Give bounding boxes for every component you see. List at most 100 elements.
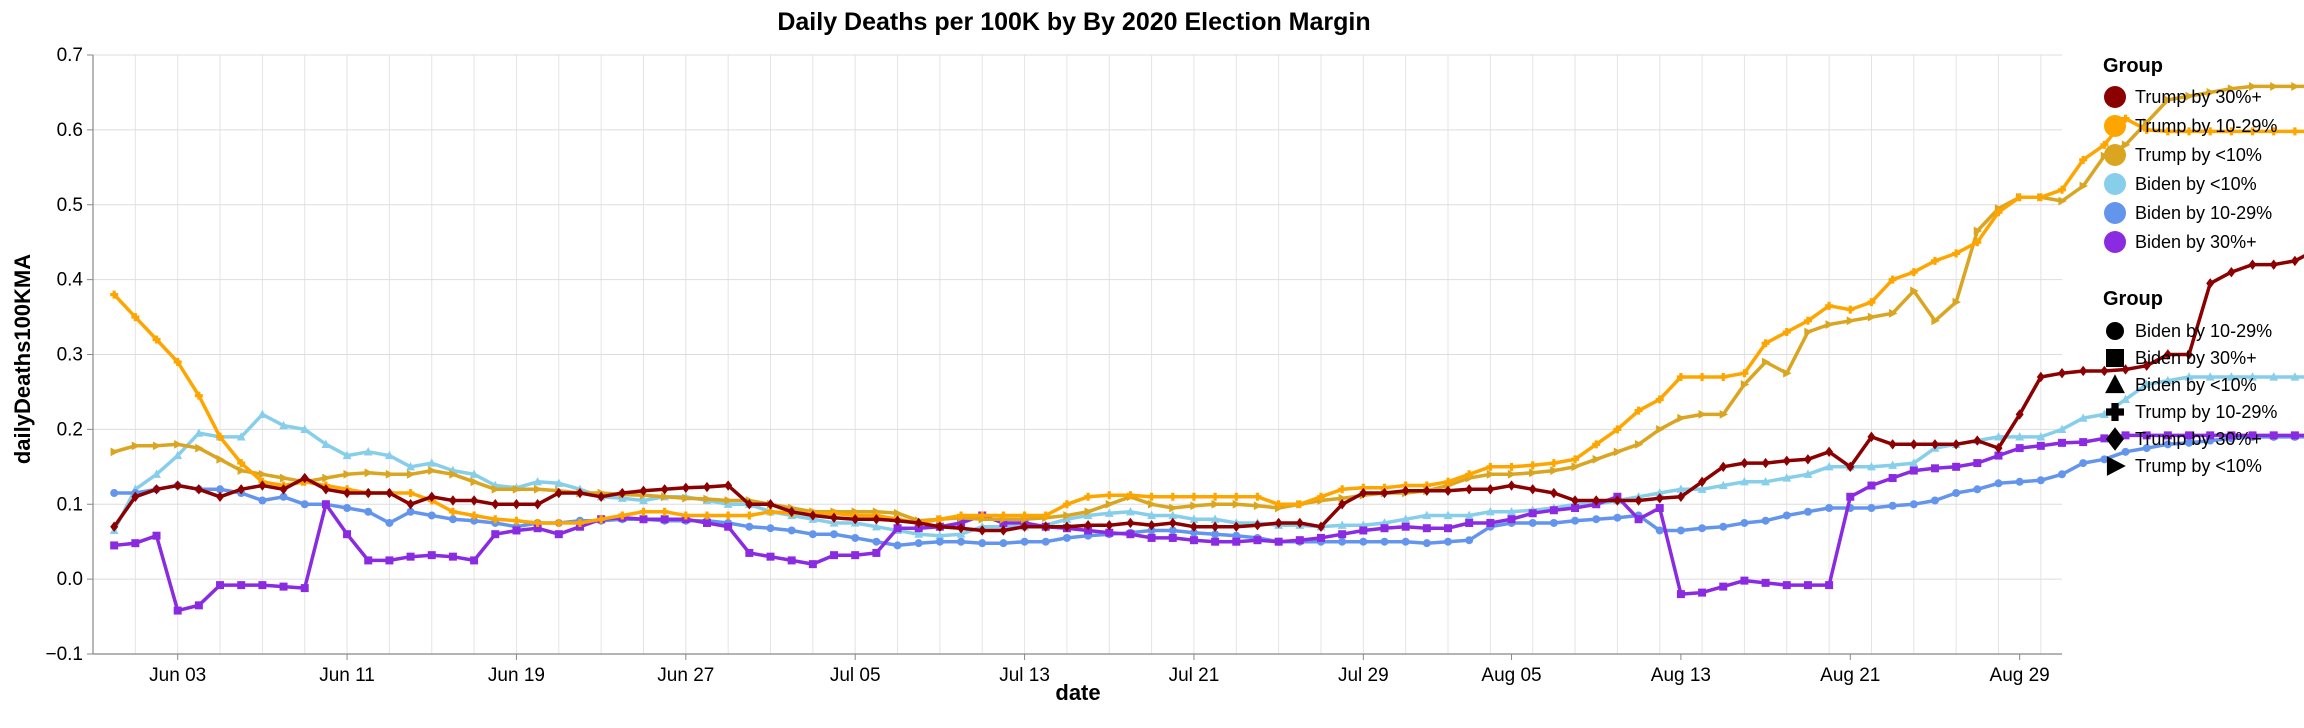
data-point bbox=[1592, 454, 1602, 464]
data-point bbox=[1444, 485, 1453, 496]
data-point bbox=[1105, 528, 1114, 537]
data-point bbox=[448, 507, 457, 516]
data-point bbox=[1401, 485, 1410, 496]
data-point bbox=[1825, 320, 1834, 329]
data-point bbox=[470, 495, 479, 506]
data-point bbox=[173, 480, 182, 491]
data-point bbox=[1846, 461, 1855, 473]
data-point bbox=[1507, 515, 1516, 524]
data-point bbox=[427, 551, 436, 560]
data-point bbox=[2205, 372, 2215, 381]
data-point bbox=[512, 499, 521, 510]
data-point bbox=[1465, 470, 1474, 479]
data-point bbox=[808, 530, 817, 539]
data-point bbox=[1084, 526, 1093, 535]
data-point bbox=[618, 511, 627, 520]
data-point bbox=[533, 518, 542, 527]
data-point bbox=[1338, 530, 1347, 539]
data-point bbox=[2206, 127, 2215, 136]
data-point bbox=[173, 450, 183, 460]
data-point bbox=[1697, 484, 1707, 493]
data-point bbox=[2290, 255, 2299, 267]
data-point bbox=[110, 489, 119, 498]
data-point bbox=[406, 489, 415, 498]
data-point bbox=[957, 537, 966, 546]
data-point bbox=[1613, 447, 1623, 457]
legend-swatch bbox=[2104, 231, 2126, 253]
data-point bbox=[1909, 439, 1918, 450]
y-tick-label: 0.3 bbox=[57, 345, 83, 366]
data-point bbox=[1359, 537, 1368, 546]
data-point bbox=[1380, 537, 1389, 546]
data-point bbox=[2057, 424, 2067, 433]
data-point bbox=[1952, 439, 1961, 450]
data-point bbox=[1210, 514, 1220, 523]
data-point bbox=[2142, 125, 2151, 134]
data-point bbox=[1719, 582, 1728, 591]
data-point bbox=[364, 487, 373, 499]
data-point bbox=[808, 510, 817, 521]
data-point bbox=[427, 458, 437, 467]
data-point bbox=[893, 524, 902, 533]
data-point bbox=[1401, 514, 1411, 523]
data-point bbox=[195, 443, 204, 453]
data-point bbox=[787, 506, 796, 517]
data-point bbox=[173, 357, 182, 366]
data-point bbox=[1973, 238, 1982, 247]
data-point bbox=[1083, 510, 1093, 520]
data-point bbox=[470, 516, 479, 525]
data-point bbox=[2163, 375, 2173, 385]
data-point bbox=[1338, 485, 1347, 494]
data-point bbox=[2269, 127, 2278, 136]
data-point bbox=[2100, 365, 2109, 377]
data-point bbox=[1803, 316, 1812, 325]
data-point bbox=[1655, 493, 1664, 504]
data-point bbox=[851, 551, 860, 560]
data-point bbox=[1041, 511, 1050, 520]
data-point bbox=[872, 537, 881, 546]
legend-swatch bbox=[2104, 202, 2126, 224]
data-point bbox=[364, 507, 373, 516]
data-point bbox=[1676, 372, 1685, 381]
data-point bbox=[1824, 462, 1834, 471]
data-point bbox=[681, 511, 690, 520]
data-point bbox=[534, 484, 543, 494]
y-tick-label: 0.4 bbox=[57, 270, 84, 291]
data-point bbox=[1592, 495, 1601, 506]
data-point bbox=[1401, 481, 1410, 490]
data-point bbox=[448, 515, 457, 524]
data-point bbox=[1888, 439, 1897, 450]
data-point bbox=[533, 476, 543, 486]
data-point bbox=[1189, 521, 1198, 532]
data-point bbox=[1782, 511, 1791, 520]
data-point bbox=[1020, 511, 1029, 520]
data-point bbox=[470, 556, 479, 565]
data-point bbox=[1295, 536, 1304, 545]
data-point bbox=[639, 495, 648, 505]
data-point bbox=[2079, 459, 2088, 468]
data-point bbox=[152, 484, 161, 495]
data-point bbox=[703, 494, 712, 504]
data-point bbox=[1126, 491, 1135, 500]
x-tick-label: Jun 03 bbox=[149, 665, 206, 686]
data-point bbox=[1105, 491, 1114, 500]
data-point bbox=[1062, 514, 1072, 523]
y-tick-label: 0.5 bbox=[57, 195, 83, 216]
data-point bbox=[1740, 380, 1750, 389]
legend-swatch bbox=[2104, 144, 2126, 166]
data-point bbox=[1232, 492, 1241, 501]
data-point bbox=[1528, 461, 1537, 470]
data-point bbox=[1062, 500, 1071, 509]
data-point bbox=[935, 521, 944, 532]
data-point bbox=[110, 447, 119, 457]
data-point bbox=[745, 522, 754, 531]
data-point bbox=[2058, 368, 2066, 379]
data-point bbox=[1486, 469, 1496, 479]
data-point bbox=[1549, 506, 1558, 515]
data-point bbox=[1189, 536, 1198, 545]
y-tick-label: 0.0 bbox=[57, 569, 83, 590]
data-point bbox=[1867, 462, 1876, 471]
legend-label: Trump by 30%+ bbox=[2135, 87, 2262, 107]
data-point bbox=[152, 469, 161, 478]
data-point bbox=[2036, 476, 2045, 485]
